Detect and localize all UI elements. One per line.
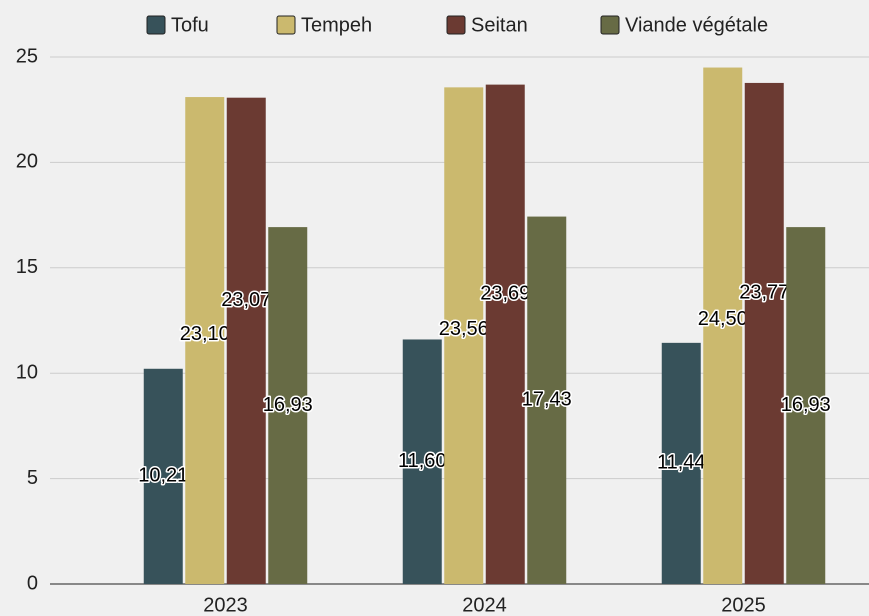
bar <box>226 97 266 585</box>
bar <box>744 82 784 584</box>
y-tick-label: 15 <box>16 256 38 278</box>
value-label: 23,77 <box>739 282 789 304</box>
value-label: 11,60 <box>398 450 447 472</box>
y-tick-label: 5 <box>27 467 38 489</box>
value-label: 11,44 <box>657 452 706 474</box>
bar <box>527 216 567 584</box>
legend-swatch <box>446 15 466 35</box>
bar <box>402 339 442 584</box>
y-tick-label: 0 <box>27 572 38 594</box>
value-label: 17,43 <box>522 389 572 411</box>
y-tick-label: 20 <box>16 151 38 173</box>
y-tick-label: 25 <box>16 45 38 67</box>
bar <box>444 87 484 585</box>
value-label: 16,93 <box>263 394 313 416</box>
legend-swatch <box>276 15 296 35</box>
x-tick-label: 2023 <box>203 594 248 616</box>
bar <box>661 342 701 584</box>
legend-swatch <box>146 15 166 35</box>
legend-label: Seitan <box>471 14 528 36</box>
value-label: 16,93 <box>781 394 831 416</box>
value-label: 23,07 <box>221 289 271 311</box>
bar <box>703 67 743 585</box>
bar <box>786 227 826 584</box>
x-tick-label: 2024 <box>462 594 507 616</box>
value-label: 24,50 <box>698 308 748 330</box>
legend-swatch <box>600 15 620 35</box>
bar <box>268 227 308 584</box>
bar <box>143 368 183 584</box>
x-tick-label: 2025 <box>721 594 766 616</box>
value-label: 10,21 <box>138 465 188 487</box>
value-label: 23,69 <box>480 283 530 305</box>
bar <box>485 84 525 584</box>
legend-label: Viande végétale <box>625 14 768 36</box>
legend-label: Tempeh <box>301 14 372 36</box>
bar <box>185 97 225 584</box>
value-label: 23,56 <box>439 318 489 340</box>
y-tick-label: 10 <box>16 361 38 383</box>
value-label: 23,10 <box>180 323 230 345</box>
legend-label: Tofu <box>171 14 209 36</box>
